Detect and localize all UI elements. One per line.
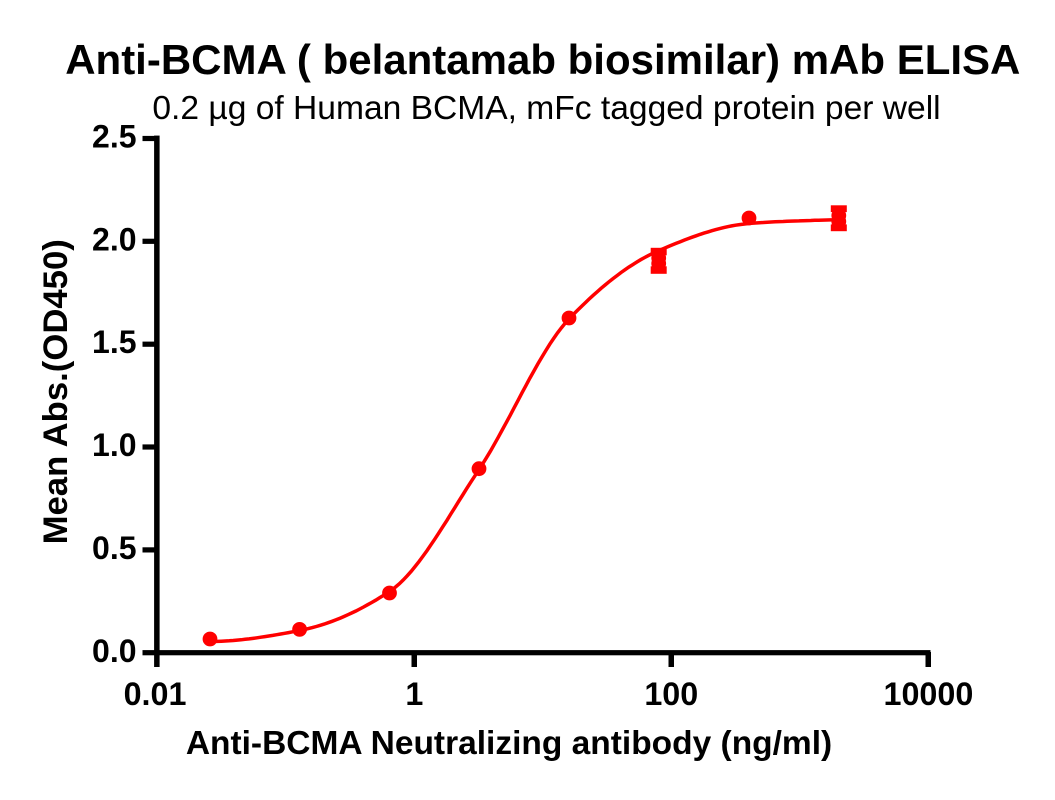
svg-text:10000: 10000 — [883, 676, 973, 712]
svg-text:Anti-BCMA ( belantamab biosimi: Anti-BCMA ( belantamab biosimilar) mAb E… — [65, 36, 1020, 83]
svg-text:2.0: 2.0 — [92, 221, 136, 257]
svg-text:100: 100 — [644, 676, 698, 712]
svg-text:0.01: 0.01 — [124, 676, 187, 712]
svg-text:1.0: 1.0 — [92, 427, 136, 463]
svg-text:0.0: 0.0 — [92, 633, 136, 669]
svg-text:Anti-BCMA Neutralizing antibod: Anti-BCMA Neutralizing antibody (ng/ml) — [186, 725, 832, 762]
svg-text:1: 1 — [405, 676, 423, 712]
svg-text:0.2 µg of Human BCMA, mFc tagg: 0.2 µg of Human BCMA, mFc tagged protein… — [152, 90, 940, 127]
svg-text:2.5: 2.5 — [92, 119, 136, 155]
svg-text:1.5: 1.5 — [92, 324, 136, 360]
svg-text:Mean Abs.(OD450): Mean Abs.(OD450) — [37, 239, 75, 544]
svg-text:0.5: 0.5 — [92, 530, 136, 566]
